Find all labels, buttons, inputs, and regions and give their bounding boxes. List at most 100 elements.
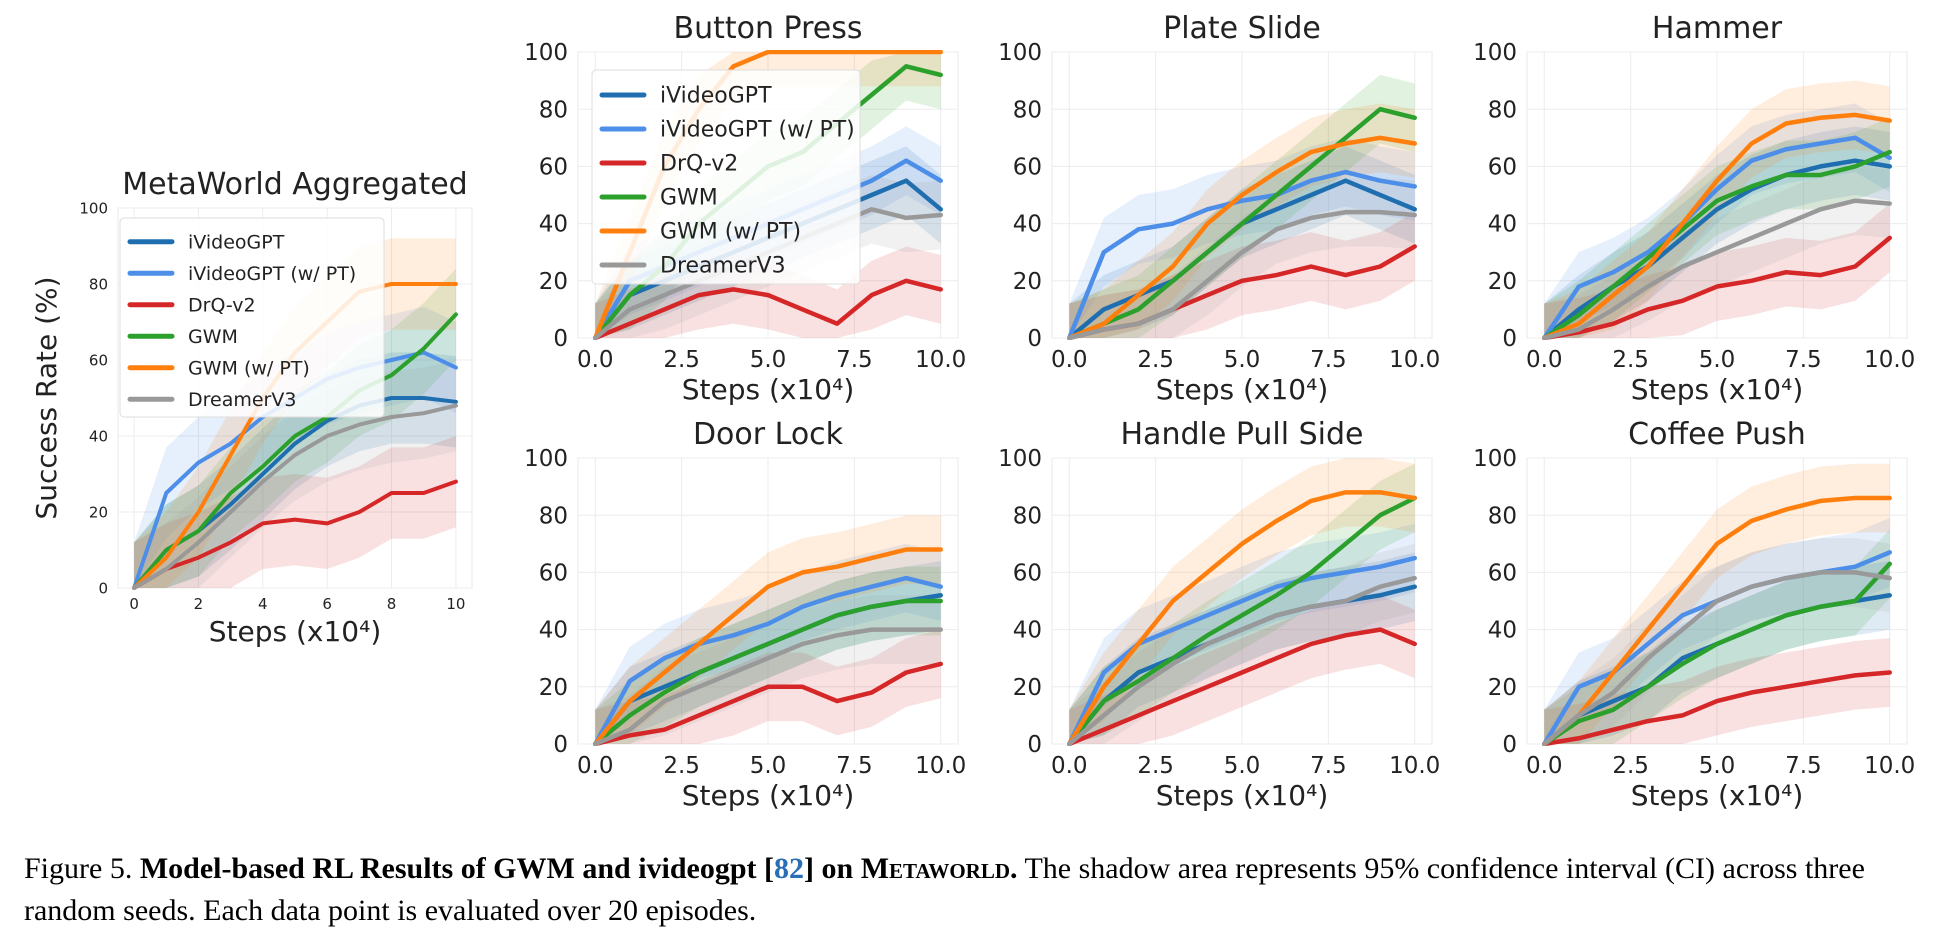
ci-band-ivideogpt	[1544, 126, 1890, 338]
chart-button-press: 0 20 40 60 80 100 0.0 2.5 5.0 7.5 10.0 Button Press…	[524, 11, 966, 406]
caption-bold-b: ] on	[804, 852, 861, 885]
series-group	[1542, 80, 1892, 340]
x-tick-label: 0	[129, 595, 139, 613]
x-tick-label: 7.5	[836, 347, 873, 373]
legend-label-drq-v2: DrQ-v2	[660, 152, 738, 177]
x-tick-label: 7.5	[1785, 347, 1822, 373]
chart-coffee-push: 0 20 40 60 80 100 0.0 2.5 5.0 7.5 10.0 Coffee Push S…	[1473, 417, 1915, 812]
legend-label-ivideogpt: iVideoGPT	[188, 231, 285, 253]
ci-band-ivideogpt	[595, 560, 941, 744]
series-group	[1542, 463, 1892, 746]
y-tick-label: 40	[89, 427, 108, 445]
x-tick-label: 7.5	[1310, 753, 1347, 779]
x-tick-label: 10.0	[915, 347, 966, 373]
y-tick-label: 60	[539, 560, 568, 586]
x-tick-label: 5.0	[1224, 347, 1261, 373]
legend-label-drq-v2: DrQ-v2	[188, 294, 256, 316]
caption-label: Figure 5.	[24, 852, 133, 885]
x-tick-label: 7.5	[1785, 753, 1822, 779]
chart-hammer: 0 20 40 60 80 100 0.0 2.5 5.0 7.5 10.0 Hammer Steps …	[1473, 11, 1915, 406]
x-tick-label: 2.5	[663, 347, 700, 373]
y-tick-label: 80	[1013, 503, 1042, 529]
y-tick-label: 40	[1013, 618, 1042, 644]
y-tick-label: 40	[539, 212, 568, 238]
x-tick-label: 7.5	[836, 753, 873, 779]
legend-label-dreamerv3: DreamerV3	[660, 254, 786, 279]
y-tick-label: 0	[553, 732, 568, 758]
y-tick-label: 20	[539, 675, 568, 701]
chart-door-lock: 0 20 40 60 80 100 0.0 2.5 5.0 7.5 10.0 Door Lock Ste…	[524, 417, 966, 812]
y-tick-label: 0	[1027, 732, 1042, 758]
y-axis-label: Success Rate (%)	[30, 276, 63, 519]
x-tick-label: 10.0	[915, 753, 966, 779]
x-tick-label: 7.5	[1310, 347, 1347, 373]
legend-label-ivideogpt: iVideoGPT	[660, 84, 772, 109]
x-tick-label: 0.0	[577, 347, 614, 373]
y-tick-label: 80	[89, 275, 108, 293]
ci-band-dreamerv3	[1069, 543, 1415, 744]
x-tick-label: 10.0	[1389, 347, 1440, 373]
x-tick-label: 2	[194, 595, 204, 613]
series-group	[593, 515, 943, 746]
x-tick-label: 8	[387, 595, 397, 613]
y-tick-label: 0	[553, 326, 568, 352]
y-tick-label: 20	[1013, 675, 1042, 701]
x-tick-label: 4	[258, 595, 268, 613]
ci-band-drq-v2	[1544, 203, 1890, 338]
y-tick-label: 20	[1013, 269, 1042, 295]
y-tick-label: 100	[1473, 40, 1517, 66]
x-tick-label: 0.0	[1526, 753, 1563, 779]
chart-title: Door Lock	[693, 417, 844, 452]
y-tick-label: 0	[1502, 732, 1517, 758]
y-tick-label: 20	[1488, 269, 1517, 295]
y-tick-label: 60	[539, 154, 568, 180]
x-tick-label: 10.0	[1864, 347, 1915, 373]
x-axis-label: Steps (x10⁴)	[209, 615, 382, 648]
y-tick-label: 20	[1488, 675, 1517, 701]
y-tick-label: 20	[89, 503, 108, 521]
y-tick-label: 0	[98, 579, 108, 597]
ci-band-drq-v2	[1069, 212, 1415, 338]
y-tick-label: 20	[539, 269, 568, 295]
ci-band-gwm-w-pt	[595, 515, 941, 744]
x-tick-label: 10.0	[1389, 753, 1440, 779]
legend-label-dreamerv3: DreamerV3	[188, 389, 296, 411]
chart-plate-slide: 0 20 40 60 80 100 0.0 2.5 5.0 7.5 10.0 Plate Slide S…	[998, 11, 1440, 406]
x-axis-label: Steps (x10⁴)	[1631, 373, 1804, 406]
x-tick-label: 2.5	[1137, 753, 1174, 779]
caption-ref-link[interactable]: 82	[774, 852, 805, 885]
x-tick-label: 5.0	[750, 753, 787, 779]
ci-band-gwm	[1069, 74, 1415, 338]
legend-label-ivideogpt-w-pt: iVideoGPT (w/ PT)	[188, 263, 356, 285]
y-tick-label: 0	[1027, 326, 1042, 352]
x-tick-label: 2.5	[663, 753, 700, 779]
chart-title: MetaWorld Aggregated	[122, 167, 467, 202]
x-tick-label: 2.5	[1612, 347, 1649, 373]
y-tick-label: 60	[1488, 154, 1517, 180]
y-tick-label: 100	[998, 40, 1042, 66]
x-tick-label: 10	[446, 595, 465, 613]
y-tick-label: 80	[539, 503, 568, 529]
x-tick-label: 5.0	[1224, 753, 1261, 779]
chart-aggregated: 0 20 40 60 80 100 0 2 4 6 8 10 MetaWorld Aggregated S…	[30, 167, 473, 648]
y-tick-label: 100	[998, 446, 1042, 472]
y-tick-label: 100	[1473, 446, 1517, 472]
chart-title: Handle Pull Side	[1121, 417, 1364, 452]
legend-label-gwm-w-pt: GWM (w/ PT)	[660, 220, 801, 245]
x-tick-label: 2.5	[1137, 347, 1174, 373]
y-tick-label: 40	[1488, 212, 1517, 238]
x-axis-label: Steps (x10⁴)	[1156, 779, 1329, 812]
chart-title: Button Press	[674, 11, 863, 46]
series-group	[1067, 74, 1417, 340]
series-group	[1067, 458, 1417, 746]
y-tick-label: 100	[524, 446, 568, 472]
x-tick-label: 10.0	[1864, 753, 1915, 779]
y-tick-label: 40	[539, 618, 568, 644]
chart-title: Hammer	[1652, 11, 1783, 46]
y-tick-label: 80	[1488, 503, 1517, 529]
y-tick-label: 40	[1013, 212, 1042, 238]
chart-title: Coffee Push	[1628, 417, 1806, 452]
legend-box	[119, 217, 385, 418]
chart-handle-pull-side: 0 20 40 60 80 100 0.0 2.5 5.0 7.5 10.0 Handle Pull …	[998, 417, 1440, 812]
figure: 0 20 40 60 80 100 0 2 4 6 8 10 MetaWorld Aggregated S…	[30, 11, 1915, 812]
